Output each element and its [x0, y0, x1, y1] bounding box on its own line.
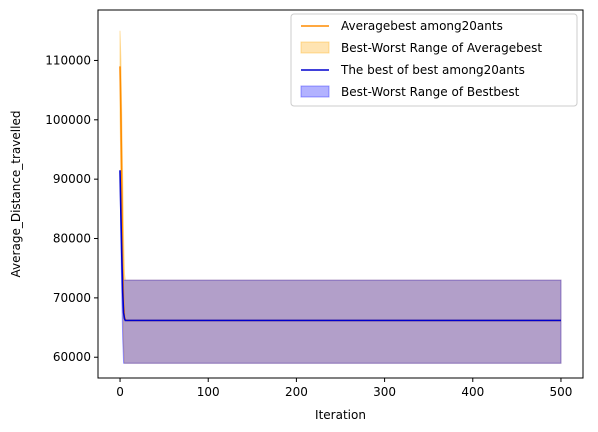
- x-tick-label: 0: [116, 385, 124, 399]
- y-tick-label: 60000: [53, 350, 91, 364]
- y-tick-label: 110000: [45, 53, 91, 67]
- legend-box: [290, 13, 578, 107]
- legend-swatch: [300, 85, 330, 98]
- legend-label: Averagebest among20ants: [341, 19, 503, 33]
- legend-label: Best-Worst Range of Bestbest: [341, 85, 520, 99]
- y-tick-label: 90000: [53, 172, 91, 186]
- y-tick-label: 80000: [53, 232, 91, 246]
- y-axis-title: Average_Distance_travelled: [9, 111, 23, 278]
- legend-label: Best-Worst Range of Averagebest: [341, 41, 542, 55]
- x-tick-label: 100: [197, 385, 220, 399]
- legend-label: The best of best among20ants: [340, 63, 525, 77]
- x-tick-label: 300: [373, 385, 396, 399]
- x-tick-label: 200: [285, 385, 308, 399]
- y-tick-label: 70000: [53, 291, 91, 305]
- series-lines: [119, 66, 561, 322]
- x-axis-ticks: 0 100 200 300 400 500: [116, 378, 572, 399]
- legend-swatch: [300, 41, 330, 54]
- plot-frame: [97, 9, 584, 379]
- y-axis-ticks: 60000 70000 80000 90000 100000 110000: [45, 53, 98, 364]
- y-tick-label: 100000: [45, 113, 91, 127]
- series-line-2: [119, 170, 561, 322]
- x-tick-label: 500: [550, 385, 573, 399]
- x-tick-label: 400: [461, 385, 484, 399]
- x-axis-title: Iteration: [315, 408, 366, 422]
- legend: Averagebest among20ants Best-Worst Range …: [290, 13, 578, 107]
